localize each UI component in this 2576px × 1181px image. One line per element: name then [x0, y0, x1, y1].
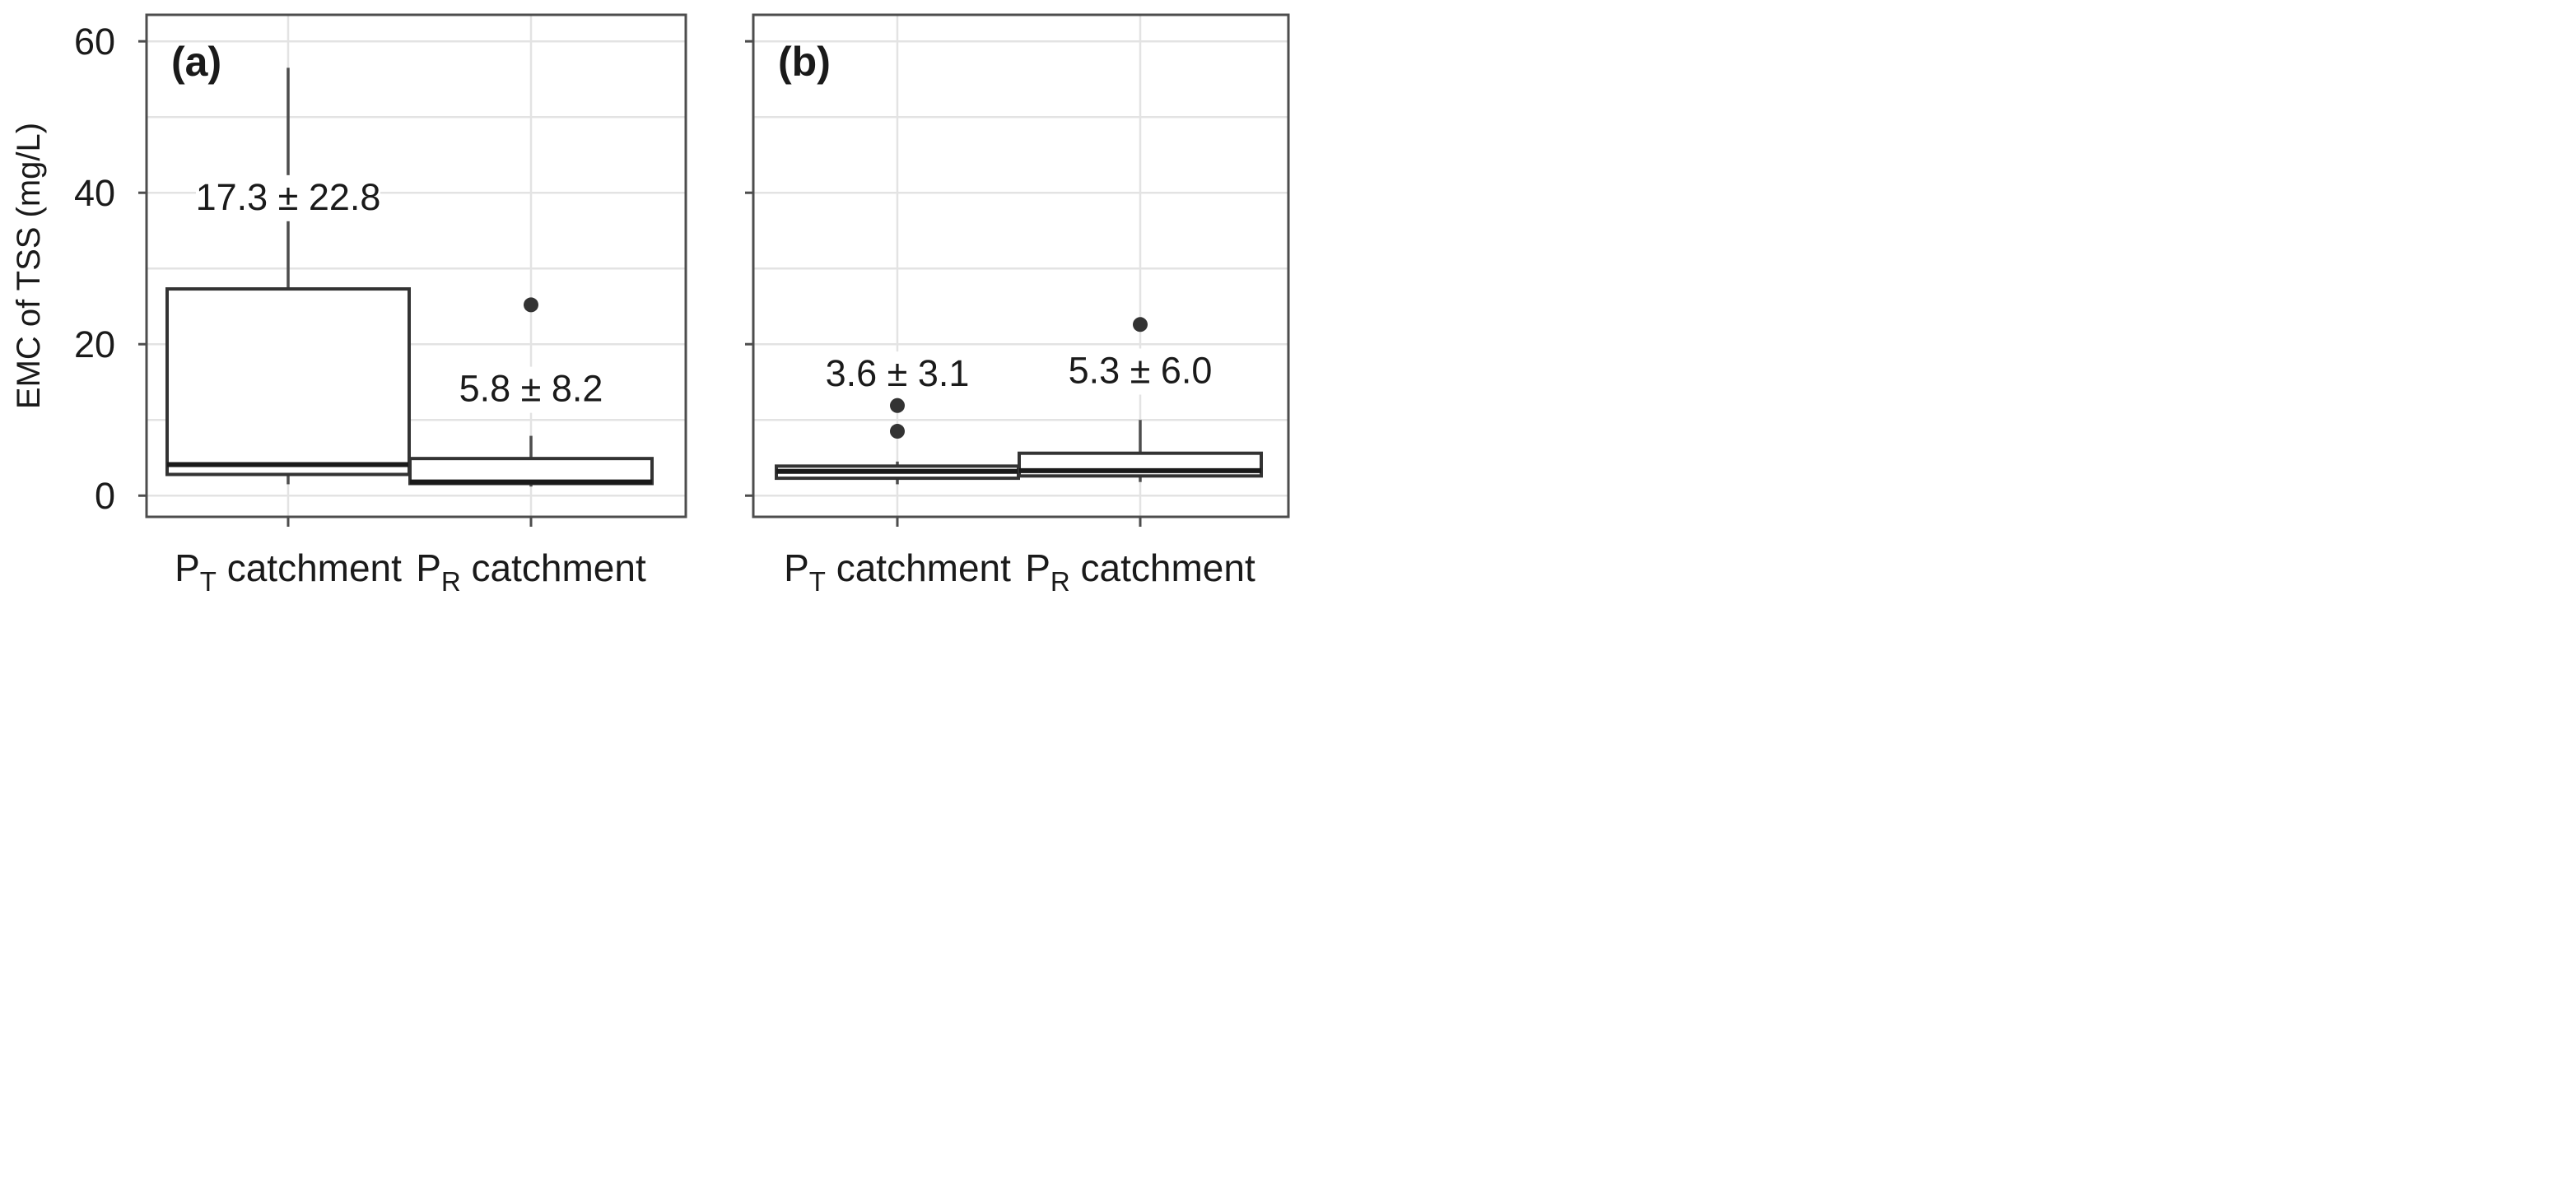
- panel-frame: [752, 13, 1290, 518]
- x-label-subscript: T: [200, 566, 217, 597]
- x-label-rest: catchment: [217, 546, 402, 589]
- annotation-background: [196, 174, 380, 221]
- panel-tag: (a): [171, 39, 221, 85]
- mean-sd-annotation: 17.3 ± 22.8: [196, 176, 381, 218]
- x-label-rest: catchment: [1070, 546, 1255, 589]
- y-tick-label: 0: [95, 475, 115, 517]
- box-group: 3.6 ± 3.1: [775, 351, 1020, 485]
- box-group: 5.3 ± 6.0: [1018, 317, 1263, 482]
- outlier-point: [524, 297, 538, 313]
- y-tick-label: 60: [74, 21, 115, 63]
- x-label-main: P: [1025, 546, 1050, 589]
- outlier-point: [1133, 317, 1148, 332]
- x-label-main: P: [175, 546, 200, 589]
- annotation-background: [439, 366, 623, 413]
- x-label-rest: catchment: [826, 546, 1011, 589]
- box-group: 17.3 ± 22.8: [165, 67, 411, 485]
- x-category-label: PR catchment: [1025, 546, 1255, 597]
- box-iqr: [165, 287, 411, 477]
- x-label-subscript: R: [441, 566, 461, 597]
- y-axis-title: EMC of TSS (mg/L): [11, 123, 47, 409]
- x-category-label: PT catchment: [175, 546, 402, 597]
- x-label-rest: catchment: [461, 546, 646, 589]
- outlier-point: [890, 398, 905, 413]
- x-label-subscript: R: [1050, 566, 1070, 597]
- box-group: 5.8 ± 8.2: [408, 297, 654, 487]
- y-axis: EMC of TSS (mg/L) 0 20 40 60: [11, 21, 115, 517]
- annotation-background: [1048, 348, 1232, 395]
- panel-tag: (b): [778, 39, 831, 85]
- outlier-point: [890, 424, 905, 439]
- x-label-main: P: [416, 546, 441, 589]
- x-label-main: P: [784, 546, 809, 589]
- x-category-label: PT catchment: [784, 546, 1011, 597]
- y-tick-label: 20: [74, 323, 115, 365]
- mean-sd-annotation: 5.8 ± 8.2: [459, 368, 603, 410]
- y-tick-label: 40: [74, 172, 115, 214]
- mean-sd-annotation: 3.6 ± 3.1: [826, 352, 970, 394]
- mean-sd-annotation: 5.3 ± 6.0: [1069, 350, 1213, 392]
- x-label-subscript: T: [809, 566, 826, 597]
- x-category-label: PR catchment: [416, 546, 646, 597]
- panel-frame: [145, 13, 687, 518]
- annotation-background: [805, 351, 990, 398]
